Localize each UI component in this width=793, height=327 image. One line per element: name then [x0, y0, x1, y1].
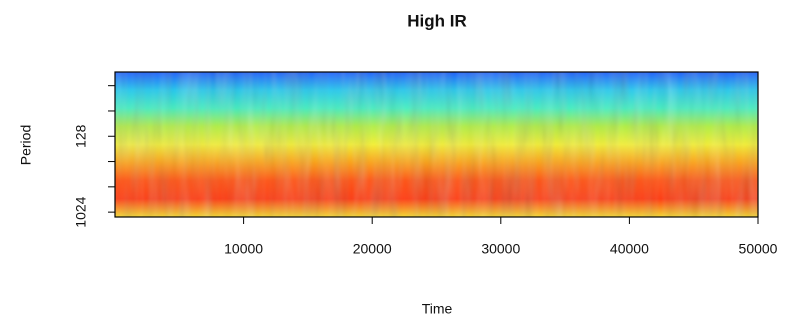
plot-frame — [114, 71, 759, 218]
x-tick-label: 10000 — [224, 241, 263, 257]
x-tick-label: 50000 — [739, 241, 778, 257]
y-axis-label: Period — [18, 125, 34, 165]
y-tick-label: 128 — [73, 124, 89, 148]
x-tick-label: 30000 — [481, 241, 520, 257]
y-tick-label: 1024 — [73, 196, 89, 227]
x-axis-label: Time — [422, 301, 453, 317]
x-tick-label: 40000 — [610, 241, 649, 257]
chart-title: High IR — [407, 11, 467, 30]
heatmap-texture — [115, 72, 758, 217]
x-tick-label: 20000 — [353, 241, 392, 257]
